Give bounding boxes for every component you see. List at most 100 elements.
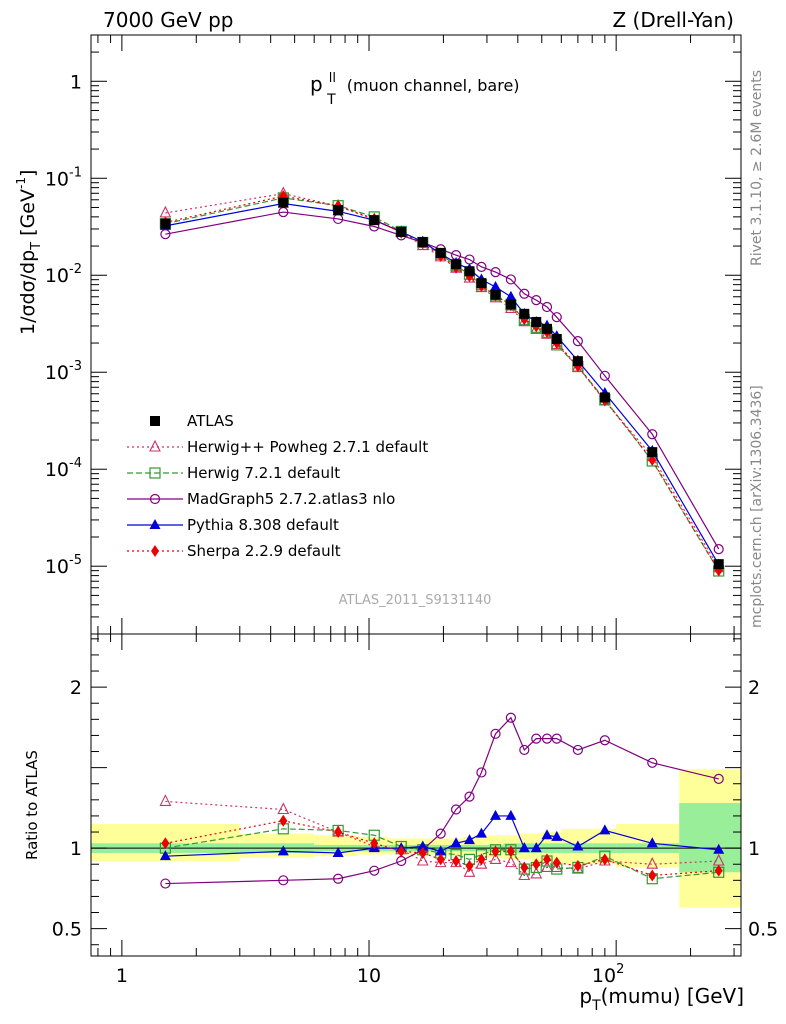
ratio-point-pythia-8-308-default xyxy=(475,827,487,838)
ratio-point-sherpa-2-2-9-default xyxy=(532,858,541,871)
atlas-data-point xyxy=(519,308,530,319)
y-tick-label-left: 2 xyxy=(70,677,82,699)
atlas-data-point xyxy=(369,215,380,226)
y-tick-label-right: 1 xyxy=(748,838,760,860)
y-tick-label-right: 0.5 xyxy=(748,919,778,941)
legend-label: MadGraph5 2.7.2.atlas3 nlo xyxy=(187,490,395,508)
ratio-point-madgraph5-2-7-2-atlas3-nlo xyxy=(519,744,530,756)
x-axis-label: pT(mumu) [GeV] xyxy=(579,984,744,1014)
point-madgraph5-2-7-2-atlas3-nlo xyxy=(551,312,562,323)
atlas-data-point xyxy=(505,299,516,310)
stat-uncertainty-band xyxy=(679,803,741,873)
y-tick-label-left: 1 xyxy=(70,838,82,860)
legend-marker xyxy=(149,439,161,452)
ratio-point-madgraph5-2-7-2-atlas3-nlo xyxy=(599,735,610,746)
legend-entry: ATLAS xyxy=(150,412,234,430)
legend-marker xyxy=(149,467,161,479)
ratio-point-herwig-powheg-2-7-1-default xyxy=(463,865,476,877)
ratio-point-madgraph5-2-7-2-atlas3-nlo xyxy=(490,728,501,739)
ratio-point-herwig-powheg-2-7-1-default xyxy=(416,853,429,866)
series-line-herwig-powheg-2-7-1-default xyxy=(165,193,720,568)
legend-entry: Herwig++ Powheg 2.7.1 default xyxy=(127,438,428,456)
ratio-point-madgraph5-2-7-2-atlas3-nlo xyxy=(541,733,553,744)
ratio-point-sherpa-2-2-9-default xyxy=(573,859,582,872)
ratio-point-sherpa-2-2-9-default xyxy=(397,845,406,858)
y-tick-label-top: 10-4 xyxy=(45,456,82,481)
mcplots-url-label: mcplots.cern.ch [arXiv:1306.3436] xyxy=(749,385,765,628)
ratio-point-sherpa-2-2-9-default xyxy=(279,814,288,827)
ratio-point-madgraph5-2-7-2-atlas3-nlo xyxy=(476,767,487,778)
watermark: ATLAS_2011_S9131140 xyxy=(339,593,492,608)
ratio-point-pythia-8-308-default xyxy=(518,842,530,853)
legend-entry: MadGraph5 2.7.2.atlas3 nlo xyxy=(127,490,395,508)
rivet-label: Rivet 3.1.10, ≥ 2.6M events xyxy=(749,70,765,266)
ratio-point-pythia-8-308-default xyxy=(572,840,584,851)
atlas-data-point xyxy=(464,266,475,277)
point-madgraph5-2-7-2-atlas3-nlo xyxy=(599,370,610,381)
y-tick-label-top: 10-3 xyxy=(45,359,82,384)
ratio-point-herwig-powheg-2-7-1-default xyxy=(159,794,172,806)
series-line-sherpa-2-2-9-default xyxy=(165,195,720,571)
atlas-data-point xyxy=(599,392,610,403)
y-tick-label-top: 10-5 xyxy=(45,553,82,578)
ratio-point-madgraph5-2-7-2-atlas3-nlo xyxy=(464,791,475,802)
atlas-data-point xyxy=(647,447,658,458)
point-madgraph5-2-7-2-atlas3-nlo xyxy=(519,288,530,299)
point-madgraph5-2-7-2-atlas3-nlo xyxy=(505,274,516,285)
y-tick-label-top: 10-2 xyxy=(45,262,82,287)
ratio-point-madgraph5-2-7-2-atlas3-nlo xyxy=(369,865,380,876)
legend-marker xyxy=(151,545,159,557)
point-madgraph5-2-7-2-atlas3-nlo xyxy=(531,294,542,306)
ratio-point-sherpa-2-2-9-default xyxy=(452,855,461,868)
atlas-data-point xyxy=(451,259,462,270)
ratio-point-herwig-powheg-2-7-1-default xyxy=(475,857,488,869)
atlas-data-point xyxy=(160,218,171,229)
legend-label: Sherpa 2.2.9 default xyxy=(187,542,341,560)
x-tick-label: 1 xyxy=(116,965,128,987)
ratio-point-sherpa-2-2-9-default xyxy=(334,826,343,839)
ratio-point-pythia-8-308-default xyxy=(646,837,658,848)
point-herwig-powheg-2-7-1-default xyxy=(159,205,172,218)
ratio-point-pythia-8-308-default xyxy=(713,843,725,854)
ratio-point-madgraph5-2-7-2-atlas3-nlo xyxy=(333,873,344,884)
legend-label: Herwig 7.2.1 default xyxy=(187,464,340,482)
ratio-point-sherpa-2-2-9-default xyxy=(436,853,445,866)
legend-label: ATLAS xyxy=(187,412,234,430)
point-madgraph5-2-7-2-atlas3-nlo xyxy=(713,543,724,555)
ratio-point-madgraph5-2-7-2-atlas3-nlo xyxy=(647,757,658,768)
ratio-point-pythia-8-308-default xyxy=(332,846,344,857)
atlas-data-point xyxy=(476,278,487,289)
atlas-data-point xyxy=(541,323,552,334)
ratio-point-herwig-powheg-2-7-1-default xyxy=(277,802,290,815)
ratio-point-sherpa-2-2-9-default xyxy=(600,853,609,866)
ratio-point-sherpa-2-2-9-default xyxy=(648,869,657,882)
y-tick-label-left: 0.5 xyxy=(52,919,82,941)
atlas-data-point xyxy=(531,316,542,327)
ratio-point-madgraph5-2-7-2-atlas3-nlo xyxy=(572,744,583,756)
ratio-point-pythia-8-308-default xyxy=(551,830,563,841)
atlas-data-point xyxy=(278,197,289,208)
atlas-data-point xyxy=(333,205,344,216)
legend: ATLAS Herwig++ Powheg 2.7.1 default Herwig… xyxy=(127,412,428,560)
main-plot: 1 10-1 10-2 10-3 10-4 10-5 ATLAS Herwig++ Powhe… xyxy=(45,34,742,956)
ratio-point-pythia-8-308-default xyxy=(490,809,502,820)
ratio-point-sherpa-2-2-9-default xyxy=(714,864,723,877)
y-tick-label-right: 2 xyxy=(748,677,760,699)
atlas-data-point xyxy=(713,559,724,570)
y-tick-label-top: 1 xyxy=(70,71,82,93)
atlas-data-point xyxy=(551,334,562,345)
ratio-point-madgraph5-2-7-2-atlas3-nlo xyxy=(713,773,724,785)
x-tick-label: 102 xyxy=(592,962,624,987)
atlas-data-point xyxy=(417,237,428,248)
ratio-point-sherpa-2-2-9-default xyxy=(491,845,500,858)
ratio-point-sherpa-2-2-9-default xyxy=(477,853,486,866)
ratio-point-pythia-8-308-default xyxy=(159,850,171,861)
legend-label: Pythia 8.308 default xyxy=(187,516,339,534)
point-madgraph5-2-7-2-atlas3-nlo xyxy=(490,267,501,278)
legend-entry: Sherpa 2.2.9 default xyxy=(127,542,341,560)
header-left: 7000 GeV pp xyxy=(103,8,234,32)
legend-entry: Herwig 7.2.1 default xyxy=(127,464,340,482)
legend-marker xyxy=(150,416,160,426)
ratio-point-sherpa-2-2-9-default xyxy=(370,837,379,850)
